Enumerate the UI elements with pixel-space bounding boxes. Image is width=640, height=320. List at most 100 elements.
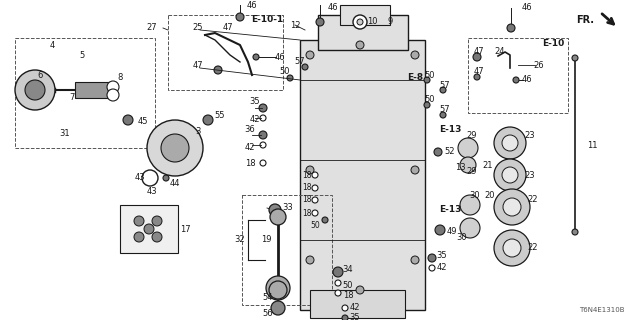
Circle shape: [259, 131, 267, 139]
Text: 21: 21: [483, 161, 493, 170]
Text: 42: 42: [250, 116, 260, 124]
Circle shape: [353, 15, 367, 29]
Text: 19: 19: [262, 236, 272, 244]
Text: 47: 47: [223, 23, 234, 33]
Text: 47: 47: [474, 68, 484, 76]
Circle shape: [411, 51, 419, 59]
Bar: [242, 195, 332, 305]
Text: 44: 44: [170, 179, 180, 188]
Circle shape: [572, 55, 578, 61]
Circle shape: [572, 229, 578, 235]
Circle shape: [269, 281, 287, 299]
Circle shape: [253, 54, 259, 60]
Circle shape: [260, 160, 266, 166]
Circle shape: [316, 18, 324, 26]
Circle shape: [494, 230, 530, 266]
Text: 31: 31: [60, 129, 70, 138]
Circle shape: [260, 142, 266, 148]
Text: 30: 30: [470, 190, 480, 199]
Text: 25: 25: [193, 23, 204, 33]
Circle shape: [333, 267, 343, 277]
Circle shape: [107, 81, 119, 93]
Text: 6: 6: [37, 70, 43, 79]
Circle shape: [302, 64, 308, 70]
Circle shape: [435, 225, 445, 235]
Text: 22: 22: [528, 196, 538, 204]
Circle shape: [513, 77, 519, 83]
Circle shape: [411, 166, 419, 174]
Circle shape: [357, 19, 363, 25]
Circle shape: [306, 256, 314, 264]
Circle shape: [473, 53, 481, 61]
Text: 45: 45: [138, 117, 148, 126]
Circle shape: [507, 24, 515, 32]
Circle shape: [460, 157, 476, 173]
Circle shape: [266, 276, 290, 300]
Text: E-13: E-13: [439, 125, 461, 134]
Text: 57: 57: [294, 58, 305, 67]
Text: 55: 55: [215, 110, 225, 119]
Text: 9: 9: [387, 18, 392, 27]
Text: 50: 50: [310, 220, 320, 229]
Text: 42: 42: [436, 263, 447, 273]
Circle shape: [494, 127, 526, 159]
Circle shape: [152, 216, 162, 226]
Text: E-10: E-10: [542, 39, 564, 49]
Text: 33: 33: [283, 204, 293, 212]
Circle shape: [424, 77, 430, 83]
Text: 8: 8: [117, 74, 123, 83]
Text: 22: 22: [528, 244, 538, 252]
Circle shape: [503, 198, 521, 216]
Bar: [15, 38, 155, 148]
Circle shape: [312, 197, 318, 203]
Text: 23: 23: [525, 131, 535, 140]
Circle shape: [147, 120, 203, 176]
Circle shape: [15, 70, 55, 110]
Circle shape: [429, 265, 435, 271]
Text: 17: 17: [180, 226, 190, 235]
Circle shape: [494, 159, 526, 191]
Circle shape: [123, 115, 133, 125]
Circle shape: [411, 256, 419, 264]
Circle shape: [270, 209, 286, 225]
Text: 46: 46: [522, 4, 532, 12]
Text: 18: 18: [244, 158, 255, 167]
Circle shape: [502, 167, 518, 183]
Circle shape: [269, 204, 281, 216]
Text: 29: 29: [467, 131, 477, 140]
Circle shape: [236, 13, 244, 21]
Circle shape: [342, 305, 348, 311]
Bar: [120, 205, 178, 253]
Circle shape: [335, 290, 341, 296]
Bar: [340, 5, 390, 25]
Circle shape: [203, 115, 213, 125]
Text: 30: 30: [457, 233, 467, 242]
Text: T6N4E1310B: T6N4E1310B: [579, 307, 625, 313]
Text: 29: 29: [467, 167, 477, 177]
Circle shape: [306, 51, 314, 59]
Circle shape: [434, 148, 442, 156]
Text: 43: 43: [147, 188, 157, 196]
Circle shape: [152, 232, 162, 242]
Text: 12: 12: [290, 20, 300, 29]
Text: 50: 50: [425, 95, 435, 105]
Bar: [318, 15, 408, 50]
Circle shape: [306, 166, 314, 174]
Text: 42: 42: [349, 303, 360, 313]
Text: 49: 49: [447, 228, 457, 236]
Text: E-10-1: E-10-1: [251, 15, 283, 25]
Circle shape: [163, 175, 169, 181]
Circle shape: [271, 301, 285, 315]
Text: 57: 57: [440, 81, 451, 90]
Text: 46: 46: [522, 76, 532, 84]
Text: 57: 57: [440, 106, 451, 115]
Circle shape: [312, 172, 318, 178]
Text: 42: 42: [244, 142, 255, 151]
Text: 50: 50: [425, 70, 435, 79]
Circle shape: [428, 254, 436, 262]
Text: 18: 18: [302, 209, 312, 218]
Text: 46: 46: [275, 53, 285, 62]
Text: 52: 52: [445, 148, 455, 156]
Text: 47: 47: [474, 47, 484, 57]
Text: 43: 43: [134, 173, 145, 182]
